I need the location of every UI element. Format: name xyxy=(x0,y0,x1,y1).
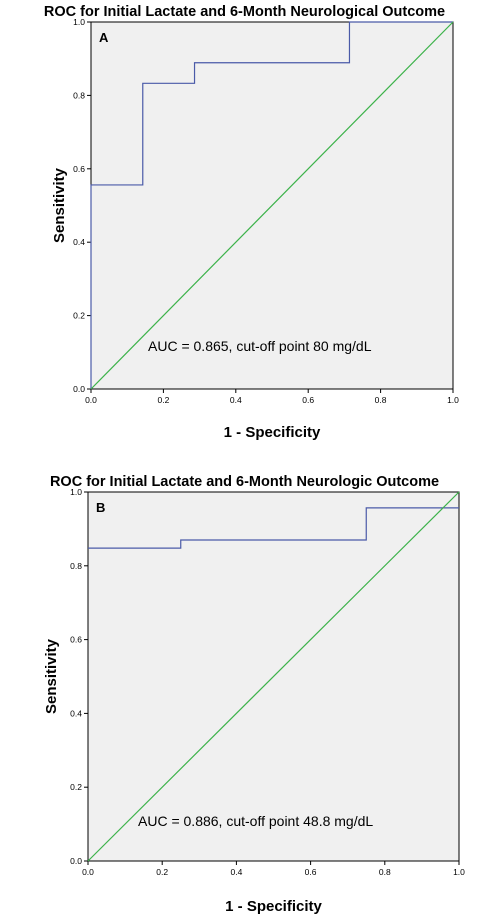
chart-a-x-axis-title: 1 - Specificity xyxy=(224,424,321,441)
chart-a-x-tick-label: 0.8 xyxy=(375,395,387,405)
chart-b-reference-diagonal-line xyxy=(87,491,460,862)
chart-b-x-tick-label: 0.2 xyxy=(156,867,168,877)
chart-a-auc-annotation: AUC = 0.865, cut-off point 80 mg/dL xyxy=(148,338,372,354)
chart-a-y-tick-label: 0.4 xyxy=(73,237,85,247)
chart-a-reference-diagonal-line xyxy=(90,21,454,390)
chart-a-y-axis-title: Sensitivity xyxy=(51,167,68,243)
chart-b-y-tick-label: 0.8 xyxy=(70,561,82,571)
chart-b-x-axis-title: 1 - Specificity xyxy=(225,898,322,915)
roc-chart-b-svg: ROC for Initial Lactate and 6-Month Neur… xyxy=(43,474,465,915)
chart-a-x-tick-label: 1.0 xyxy=(447,395,459,405)
chart-b-x-tick-label: 0.8 xyxy=(379,867,391,877)
chart-a-y-tick-label: 0.2 xyxy=(73,311,85,321)
roc-chart-panel-a: ROC for Initial Lactate and 6-Month Neur… xyxy=(0,0,489,445)
chart-b-panel-letter: B xyxy=(96,500,105,515)
chart-a-y-tick-label: 1.0 xyxy=(73,17,85,27)
chart-a-y-tick-label: 0.0 xyxy=(73,384,85,394)
chart-b-y-tick-label: 0.6 xyxy=(70,635,82,645)
chart-b-x-tick-label: 0.6 xyxy=(305,867,317,877)
roc-chart-panel-b: ROC for Initial Lactate and 6-Month Neur… xyxy=(0,470,489,915)
chart-b-y-tick-label: 1.0 xyxy=(70,487,82,497)
chart-b-y-tick-label: 0.2 xyxy=(70,782,82,792)
chart-a-panel-letter: A xyxy=(99,30,109,45)
chart-b-x-tick-label: 0.0 xyxy=(82,867,94,877)
chart-a-x-tick-label: 0.0 xyxy=(85,395,97,405)
chart-b-x-tick-label: 1.0 xyxy=(453,867,465,877)
chart-b-x-tick-label: 0.4 xyxy=(230,867,242,877)
chart-b-y-axis-title: Sensitivity xyxy=(43,638,60,714)
chart-b-y-tick-label: 0.4 xyxy=(70,708,82,718)
chart-a-x-tick-label: 0.6 xyxy=(302,395,314,405)
chart-a-y-tick-label: 0.8 xyxy=(73,90,85,100)
chart-a-roc-curve-line xyxy=(90,21,453,389)
roc-chart-a-svg: ROC for Initial Lactate and 6-Month Neur… xyxy=(44,4,459,441)
chart-a-x-tick-label: 0.4 xyxy=(230,395,242,405)
chart-a-x-tick-label: 0.2 xyxy=(157,395,169,405)
chart-b-title: ROC for Initial Lactate and 6-Month Neur… xyxy=(50,474,439,490)
chart-a-title: ROC for Initial Lactate and 6-Month Neur… xyxy=(44,4,445,20)
chart-b-roc-curve-line xyxy=(88,507,459,549)
chart-b-auc-annotation: AUC = 0.886, cut-off point 48.8 mg/dL xyxy=(138,813,373,829)
chart-a-y-tick-label: 0.6 xyxy=(73,164,85,174)
chart-b-y-tick-label: 0.0 xyxy=(70,856,82,866)
